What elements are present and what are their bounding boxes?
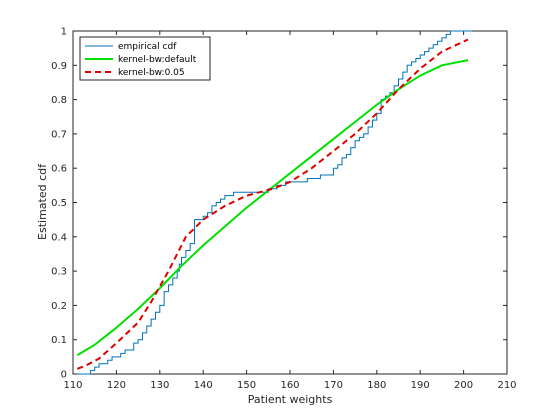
y-axis-label: Estimated cdf — [36, 163, 49, 240]
y-tick-label: 0.6 — [51, 164, 67, 175]
plot-area — [72, 30, 508, 375]
legend-label: empirical cdf — [118, 42, 177, 52]
x-tick-label: 160 — [280, 380, 299, 391]
x-tick-label: 110 — [63, 380, 82, 391]
x-tick-label: 170 — [324, 380, 343, 391]
y-tick-label: 0.1 — [51, 335, 67, 346]
legend-label: kernel-bw:default — [118, 55, 197, 65]
y-tick-label: 0.5 — [51, 198, 67, 209]
x-tick-label: 190 — [411, 380, 430, 391]
x-tick-label: 120 — [107, 380, 126, 391]
x-tick-label: 140 — [194, 380, 213, 391]
y-tick-label: 0.9 — [51, 61, 67, 72]
x-tick-label: 130 — [150, 380, 169, 391]
legend-label: kernel-bw:0.05 — [118, 68, 185, 78]
legend: empirical cdf kernel-bw:default kernel-bw:… — [79, 36, 211, 81]
y-tick-label: 0.3 — [51, 267, 67, 278]
y-tick-label: 0.2 — [51, 301, 67, 312]
axis-ticks: 110 120 130 140 150 160 170 180 190 200 210 0 0.1 0.2… — [51, 27, 516, 392]
series-lines — [76, 30, 473, 375]
y-tick-label: 0 — [61, 370, 67, 381]
y-tick-label: 0.4 — [51, 232, 67, 243]
series-line-kernel-bw-0-05 — [76, 38, 469, 370]
y-tick-label: 0.8 — [51, 95, 67, 106]
x-tick-label: 180 — [367, 380, 386, 391]
x-tick-label: 150 — [237, 380, 256, 391]
x-tick-label: 210 — [497, 380, 516, 391]
x-tick-label: 200 — [454, 380, 473, 391]
y-tick-label: 0.7 — [51, 129, 67, 140]
y-tick-label: 1 — [61, 27, 67, 38]
x-axis-label: Patient weights — [248, 393, 333, 406]
